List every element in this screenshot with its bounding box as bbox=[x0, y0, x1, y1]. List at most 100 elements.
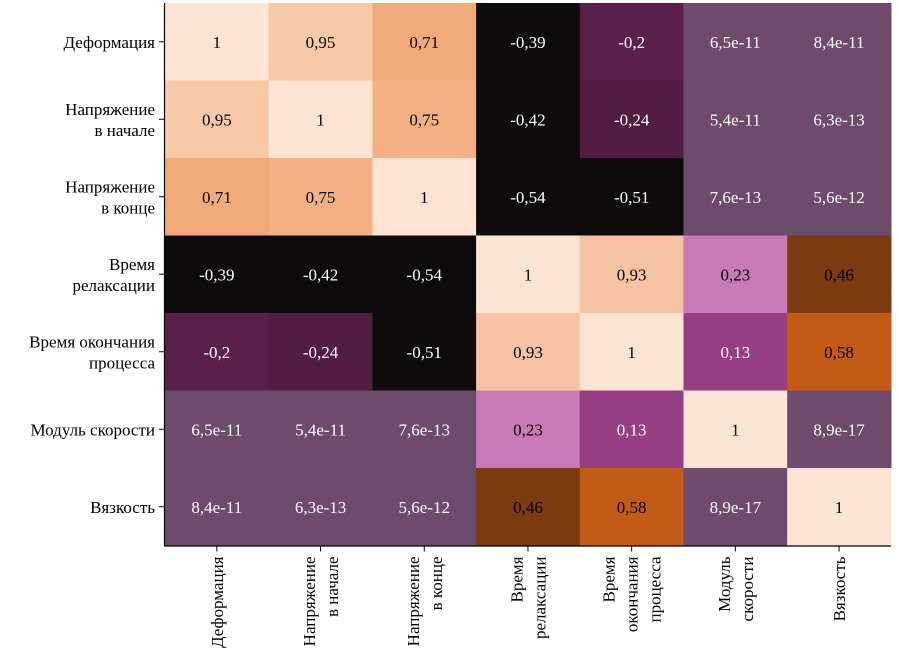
cell-value-label: 0,95 bbox=[306, 33, 336, 52]
cell-value-label: 0,95 bbox=[202, 110, 232, 129]
heatmap-cell bbox=[683, 80, 788, 159]
row-label: Напряжение в начале bbox=[65, 100, 155, 140]
cell-value-label: -0,42 bbox=[303, 265, 338, 284]
column-label-line: релаксации bbox=[530, 557, 549, 640]
column-label-line: Модуль bbox=[715, 556, 734, 612]
heatmap-cell bbox=[579, 158, 685, 237]
cell-value-label: -0,54 bbox=[407, 265, 443, 284]
heatmap-cell bbox=[579, 390, 685, 469]
cell-value-label: 1 bbox=[627, 343, 636, 362]
cell-value-label: 0,71 bbox=[202, 188, 232, 207]
cell-value-label: 5,6e-12 bbox=[399, 498, 450, 517]
cell-value-label: 8,9e-17 bbox=[813, 420, 865, 439]
column-label-line: Время bbox=[507, 556, 526, 602]
cell-value-label: 5,4e-11 bbox=[295, 420, 346, 439]
cell-value-label: 6,5e-11 bbox=[710, 33, 761, 52]
heatmap-cells: 1 0,95 0,71 -0,39 -0,2 6,5e-11 8,4e-11 0,95 1 0,7… bbox=[165, 3, 892, 547]
row-label-line: в начале bbox=[94, 121, 155, 140]
cell-value-label: 0,58 bbox=[617, 498, 647, 517]
cell-value-label: 1 bbox=[420, 188, 429, 207]
row-label-line: в конце bbox=[101, 198, 155, 217]
row-label-line: Напряжение bbox=[65, 100, 155, 119]
cell-value-label: 8,4e-11 bbox=[814, 33, 865, 52]
heatmap-cell bbox=[683, 313, 788, 392]
cell-value-label: 5,6e-12 bbox=[813, 188, 864, 207]
cell-value-label: 6,3e-13 bbox=[813, 110, 864, 129]
heatmap-cell bbox=[787, 235, 892, 314]
heatmap-cell bbox=[165, 313, 270, 392]
cell-value-label: 0,93 bbox=[513, 343, 543, 362]
row-label: Время релаксации bbox=[72, 255, 155, 295]
cell-value-label: 1 bbox=[835, 498, 844, 517]
cell-value-label: 7,6e-13 bbox=[710, 188, 761, 207]
column-label-line: Напряжение bbox=[404, 557, 423, 647]
heatmap-cell bbox=[476, 313, 581, 392]
cell-value-label: 0,71 bbox=[409, 33, 439, 52]
row-label: Время окончания процесса bbox=[29, 332, 155, 372]
heatmap-cell bbox=[268, 390, 373, 469]
heatmap-cell bbox=[579, 80, 685, 159]
row-label: Модуль скорости bbox=[30, 420, 155, 439]
column-label: Напряжение в конце bbox=[404, 557, 446, 647]
heatmap-cell bbox=[683, 3, 788, 82]
row-label-line: Время окончания bbox=[29, 332, 155, 351]
column-label: Напряжение в начале bbox=[300, 557, 342, 647]
cell-value-label: -0,24 bbox=[614, 110, 650, 129]
heatmap-cell bbox=[476, 235, 581, 314]
heatmap-cell bbox=[787, 313, 892, 392]
heatmap-cell bbox=[787, 158, 892, 237]
heatmap-cell bbox=[165, 158, 270, 237]
cell-value-label: 1 bbox=[213, 33, 222, 52]
heatmap-cell bbox=[476, 390, 581, 469]
column-label: Деформация bbox=[208, 556, 227, 648]
cell-value-label: 5,4e-11 bbox=[710, 110, 761, 129]
cell-value-label: -0,51 bbox=[407, 343, 442, 362]
column-label-line: в конце bbox=[427, 557, 446, 611]
column-label: Время окончания процесса bbox=[600, 556, 665, 632]
heatmap-cell bbox=[372, 158, 477, 237]
cell-value-label: -0,39 bbox=[199, 265, 234, 284]
heatmap-cell bbox=[787, 80, 892, 159]
heatmap-cell bbox=[683, 158, 788, 237]
heatmap-cell bbox=[579, 468, 685, 547]
cell-value-label: 1 bbox=[731, 420, 740, 439]
cell-value-label: 0,13 bbox=[720, 343, 750, 362]
row-label-line: Время bbox=[109, 255, 155, 274]
heatmap-cell bbox=[476, 80, 581, 159]
cell-value-label: -0,2 bbox=[203, 343, 230, 362]
cell-value-label: 0,46 bbox=[824, 265, 854, 284]
heatmap-cell bbox=[165, 390, 270, 469]
cell-value-label: 0,93 bbox=[617, 265, 647, 284]
cell-value-label: 6,3e-13 bbox=[295, 498, 346, 517]
row-label: Деформация bbox=[63, 33, 155, 52]
column-label-line: скорости bbox=[738, 557, 757, 622]
heatmap-cell bbox=[683, 468, 788, 547]
cell-value-label: 0,23 bbox=[513, 420, 543, 439]
heatmap-cell bbox=[683, 235, 788, 314]
heatmap-cell bbox=[165, 468, 270, 547]
cell-value-label: -0,24 bbox=[303, 343, 339, 362]
heatmap-cell bbox=[165, 80, 270, 159]
cell-value-label: -0,2 bbox=[618, 33, 645, 52]
heatmap-cell bbox=[165, 3, 270, 82]
cell-value-label: -0,42 bbox=[510, 110, 545, 129]
cell-value-label: 7,6e-13 bbox=[399, 420, 450, 439]
column-label: Время релаксации bbox=[507, 556, 549, 639]
row-label: Напряжение в конце bbox=[65, 177, 155, 217]
cell-value-label: 0,46 bbox=[513, 498, 543, 517]
row-label-line: Напряжение bbox=[65, 177, 155, 196]
heatmap-cell bbox=[683, 390, 788, 469]
cell-value-label: 8,4e-11 bbox=[191, 498, 242, 517]
row-label-line: Деформация bbox=[63, 33, 155, 52]
row-label: Вязкость bbox=[90, 498, 155, 517]
column-label-line: в начале bbox=[323, 557, 342, 618]
heatmap-cell bbox=[372, 3, 477, 82]
row-label-line: Модуль скорости bbox=[30, 420, 155, 439]
heatmap-cell bbox=[787, 390, 892, 469]
heatmap-cell bbox=[372, 313, 477, 392]
column-label: Модуль скорости bbox=[715, 556, 757, 621]
cell-value-label: -0,54 bbox=[510, 188, 546, 207]
cell-value-label: 6,5e-11 bbox=[191, 420, 242, 439]
heatmap-cell bbox=[476, 158, 581, 237]
